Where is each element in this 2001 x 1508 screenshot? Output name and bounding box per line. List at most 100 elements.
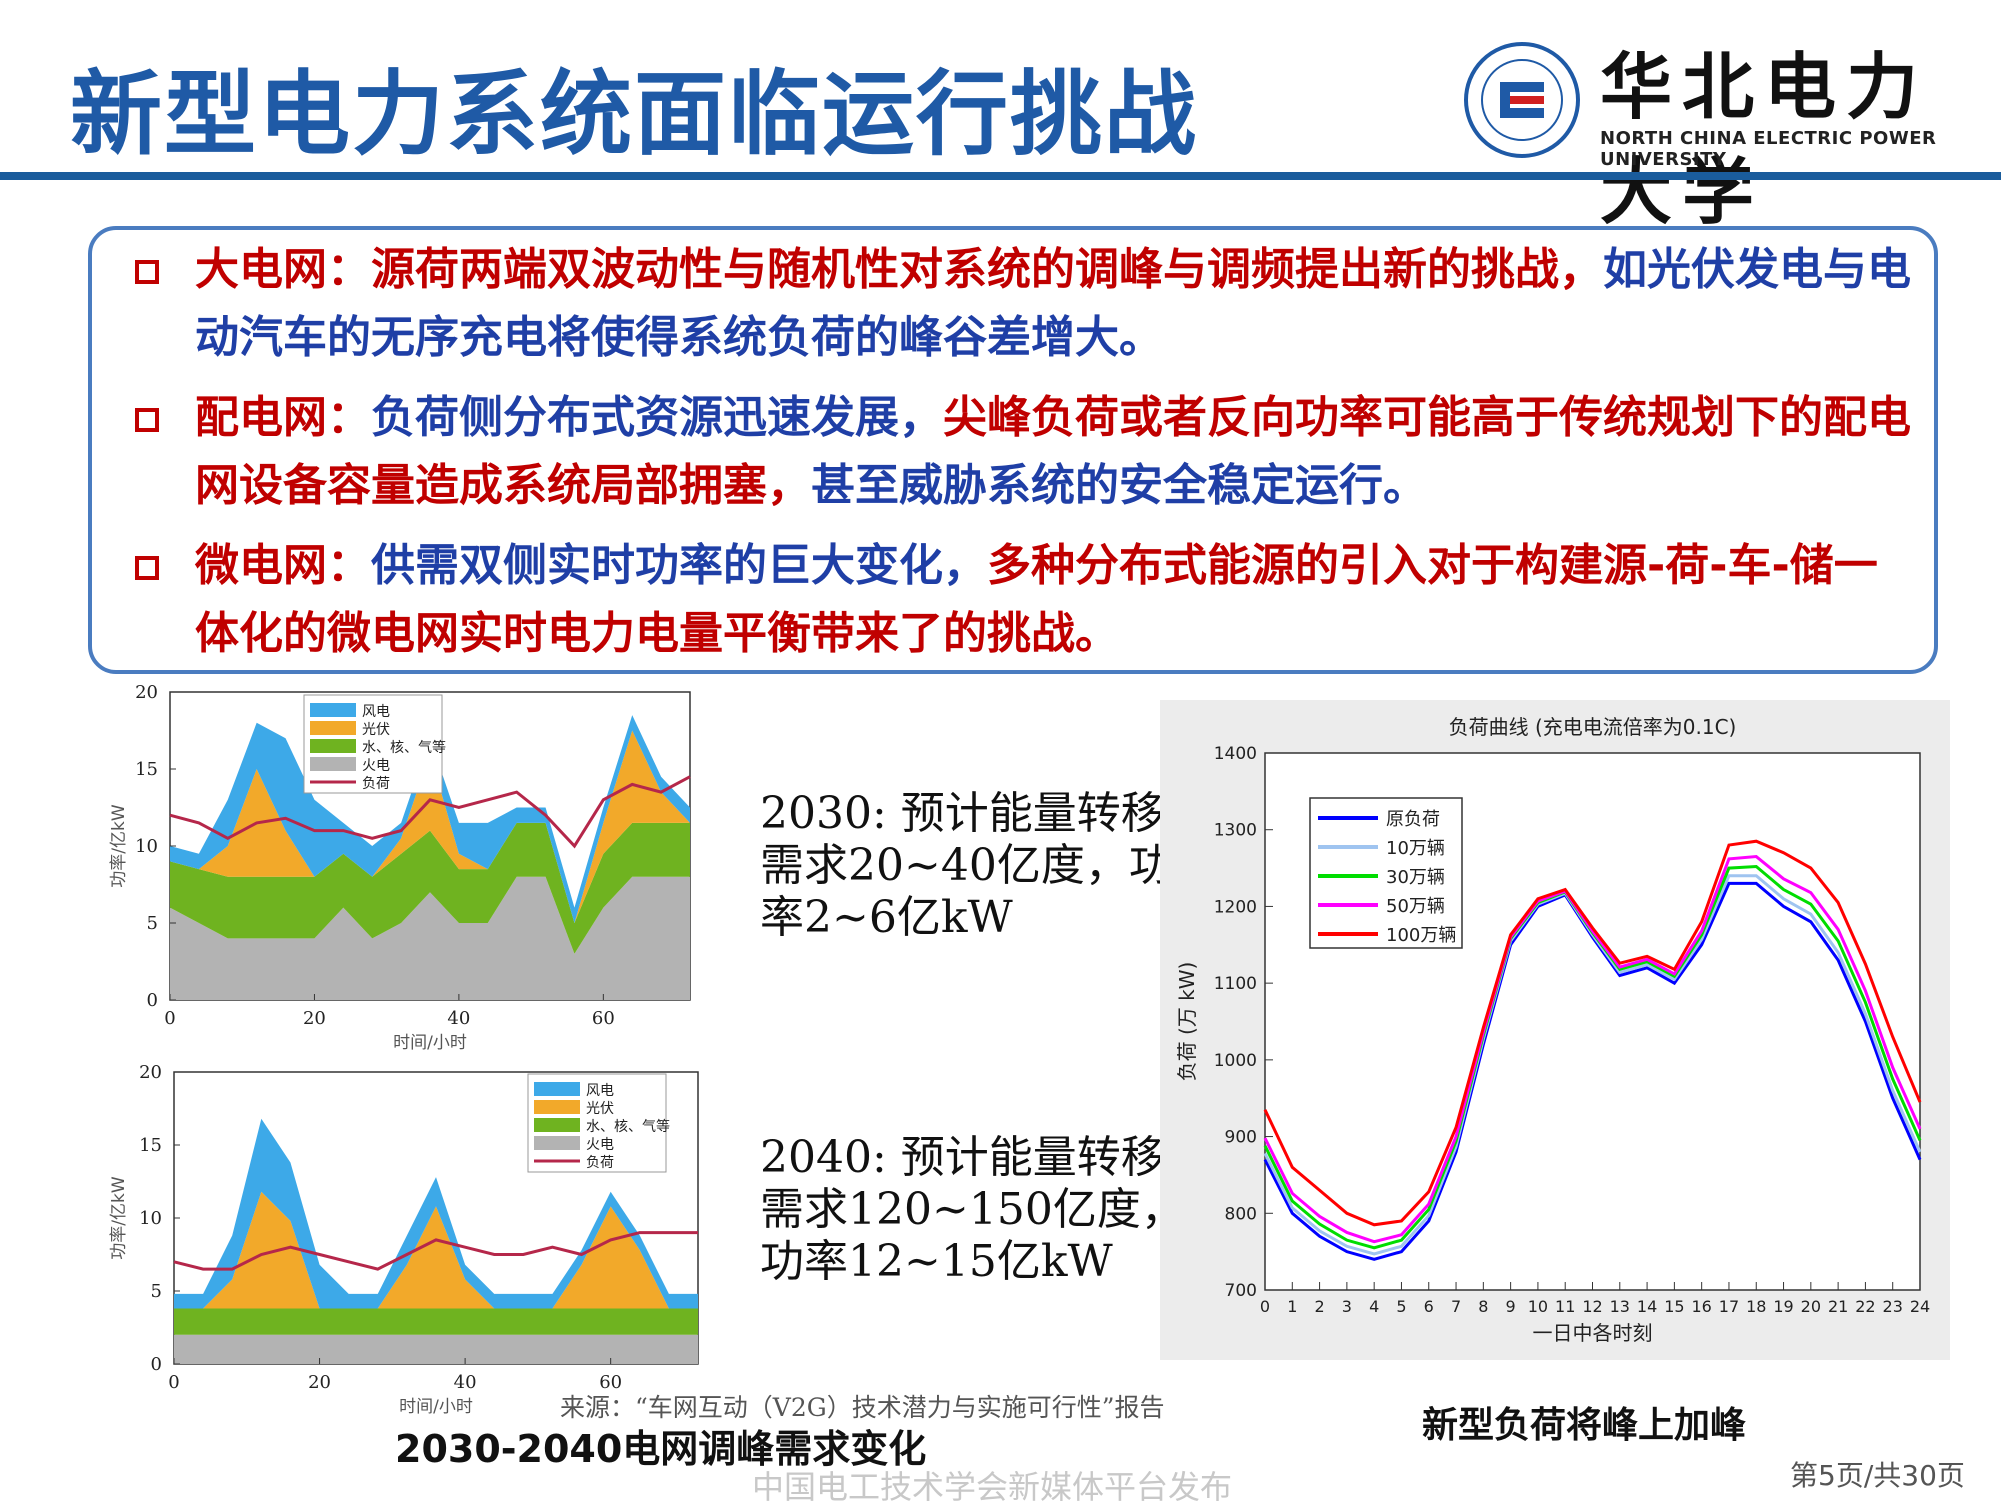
x-tick-label: 15 bbox=[1664, 1297, 1684, 1316]
legend-label: 30万辆 bbox=[1386, 867, 1445, 888]
bullet-text-blue: 负荷侧分布式资源迅速发展， bbox=[371, 392, 943, 443]
legend-label: 风电 bbox=[586, 1083, 614, 1099]
area-wind bbox=[174, 1118, 698, 1309]
x-tick-label: 13 bbox=[1610, 1297, 1630, 1316]
y-tick-label: 1100 bbox=[1214, 974, 1257, 994]
bullet-square-icon bbox=[135, 556, 159, 580]
x-tick-label: 16 bbox=[1691, 1297, 1711, 1316]
bullet-microgrid: 微电网：供需双侧实时功率的巨大变化，多种分布式能源的引入对于构建源-荷-车-储一… bbox=[135, 532, 1915, 668]
university-name-cn: 华北电力大学 bbox=[1600, 44, 1929, 234]
legend-swatch bbox=[534, 1100, 580, 1114]
y-tick-label: 5 bbox=[151, 1281, 162, 1302]
bullet-text-blue: 如光伏发电与电动汽车的无序充电将使得系统负荷的峰谷差增大。 bbox=[195, 244, 1911, 363]
caption-2030-line1: 2030: 预计能量转移 bbox=[760, 788, 1165, 839]
x-tick-label: 8 bbox=[1478, 1297, 1488, 1316]
series-line bbox=[1263, 855, 1922, 1244]
area-hydro bbox=[170, 822, 690, 954]
x-axis-label: 时间/小时 bbox=[393, 1033, 467, 1053]
area-solar bbox=[170, 730, 690, 923]
source-note: 来源：“车网互动（V2G）技术潜力与实施可行性”报告 bbox=[560, 1393, 1165, 1422]
left-chart-title: 2030-2040电网调峰需求变化 bbox=[395, 1427, 927, 1471]
legend-label: 光伏 bbox=[362, 722, 390, 738]
legend-label: 水、核、气等 bbox=[586, 1118, 670, 1135]
x-tick-label: 14 bbox=[1637, 1297, 1657, 1316]
x-tick-label: 6 bbox=[1424, 1297, 1434, 1316]
x-tick-label: 2 bbox=[1314, 1297, 1324, 1316]
bullet-label: 大电网： bbox=[195, 244, 371, 295]
x-tick-label: 60 bbox=[599, 1372, 622, 1393]
x-tick-label: 0 bbox=[164, 1008, 175, 1029]
legend-label: 100万辆 bbox=[1386, 925, 1456, 946]
x-tick-label: 12 bbox=[1582, 1297, 1602, 1316]
bullet-large-grid: 大电网：源荷两端双波动性与随机性对系统的调峰与调频提出新的挑战，如光伏发电与电动… bbox=[135, 236, 1915, 372]
page-title: 新型电力系统面临运行挑战 bbox=[70, 61, 1199, 168]
legend-swatch bbox=[310, 757, 356, 771]
x-tick-label: 0 bbox=[1260, 1297, 1270, 1316]
legend-swatch bbox=[310, 721, 356, 735]
area-thermal bbox=[174, 1334, 698, 1364]
legend-label: 光伏 bbox=[586, 1101, 614, 1117]
x-tick-label: 23 bbox=[1883, 1297, 1903, 1316]
challenges-box bbox=[88, 226, 1938, 674]
x-tick-label: 40 bbox=[454, 1372, 477, 1393]
legend-label: 水、核、气等 bbox=[362, 739, 446, 756]
legend-label: 10万辆 bbox=[1386, 838, 1445, 859]
x-tick-label: 18 bbox=[1746, 1297, 1766, 1316]
x-tick-label: 3 bbox=[1342, 1297, 1352, 1316]
legend-box bbox=[1309, 797, 1463, 949]
y-tick-label: 1200 bbox=[1214, 897, 1257, 917]
legend-swatch bbox=[534, 1136, 580, 1150]
caption-2030-line2: 需求20~40亿度，功 bbox=[760, 840, 1173, 891]
y-tick-label: 700 bbox=[1225, 1281, 1257, 1301]
y-tick-label: 10 bbox=[139, 1208, 162, 1229]
y-tick-label: 1000 bbox=[1214, 1051, 1257, 1071]
x-tick-label: 9 bbox=[1506, 1297, 1516, 1316]
area-hydro bbox=[174, 1308, 698, 1335]
legend-swatch bbox=[310, 703, 356, 717]
legend-swatch bbox=[310, 739, 356, 753]
legend-swatch bbox=[534, 1082, 580, 1096]
x-tick-label: 19 bbox=[1773, 1297, 1793, 1316]
load-line bbox=[169, 775, 691, 849]
legend-label: 火电 bbox=[586, 1137, 614, 1153]
x-tick-label: 20 bbox=[308, 1372, 331, 1393]
y-tick-label: 900 bbox=[1225, 1128, 1257, 1148]
y-axis-label: 功率/亿kW bbox=[109, 804, 129, 888]
y-tick-label: 0 bbox=[151, 1354, 162, 1375]
legend-label: 原负荷 bbox=[1386, 809, 1440, 830]
bullet-label: 微电网： bbox=[195, 540, 371, 591]
y-tick-label: 5 bbox=[147, 913, 158, 934]
y-tick-label: 800 bbox=[1225, 1204, 1257, 1224]
series-line bbox=[1263, 839, 1922, 1227]
watermark: 中国电工技术学会新媒体平台发布 bbox=[752, 1468, 1233, 1506]
chart-load-curve: 负荷曲线 (充电电流倍率为0.1C) 700 800 900 1000 1100 1200 1… bbox=[1160, 700, 1950, 1360]
caption-2030: 2030: 预计能量转移 需求20~40亿度，功 率2~6亿kW bbox=[760, 788, 1173, 944]
y-tick-label: 20 bbox=[139, 1062, 162, 1083]
bullet-distribution-grid: 配电网：负荷侧分布式资源迅速发展，尖峰负荷或者反向功率可能高于传统规划下的配电网… bbox=[135, 384, 1915, 520]
bullet-square-icon bbox=[135, 260, 159, 284]
legend-label: 风电 bbox=[362, 704, 390, 720]
y-tick-label: 10 bbox=[135, 836, 158, 857]
caption-2040-line2: 需求120~150亿度， bbox=[760, 1184, 1185, 1235]
load-line bbox=[173, 1231, 698, 1271]
chart-title: 负荷曲线 (充电电流倍率为0.1C) bbox=[1449, 715, 1737, 739]
x-tick-label: 24 bbox=[1910, 1297, 1930, 1316]
x-tick-label: 22 bbox=[1855, 1297, 1875, 1316]
university-name-en: NORTH CHINA ELECTRIC POWER UNIVERSITY bbox=[1600, 128, 1937, 170]
area-wind bbox=[170, 715, 690, 923]
x-axis-label: 时间/小时 bbox=[399, 1397, 473, 1417]
x-tick-label: 20 bbox=[1801, 1297, 1821, 1316]
x-tick-label: 11 bbox=[1555, 1297, 1575, 1316]
y-axis-label: 功率/亿kW bbox=[109, 1176, 129, 1260]
y-tick-label: 1300 bbox=[1214, 821, 1257, 841]
legend-label: 负荷 bbox=[586, 1155, 614, 1171]
x-tick-label: 0 bbox=[168, 1372, 179, 1393]
right-chart-title: 新型负荷将峰上加峰 bbox=[1422, 1405, 1747, 1446]
bullet-text-red: 尖峰负荷或者反向功率可能高于传统规划下的配电网设备容量造成系统局部拥塞， bbox=[195, 392, 1911, 511]
x-tick-label: 60 bbox=[592, 1008, 615, 1029]
caption-2040: 2040: 预计能量转移 需求120~150亿度， 功率12~15亿kW bbox=[760, 1132, 1185, 1288]
x-tick-label: 21 bbox=[1828, 1297, 1848, 1316]
bullet-label: 配电网： bbox=[195, 392, 371, 443]
legend-label: 火电 bbox=[362, 758, 390, 774]
